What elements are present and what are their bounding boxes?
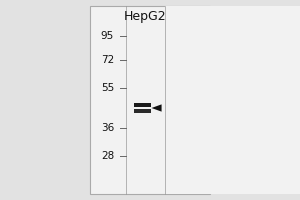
Bar [137,6,139,194]
Text: 72: 72 [101,55,114,65]
Bar [136,6,137,194]
Bar [160,6,161,194]
Bar [149,6,151,194]
Bar [125,6,127,194]
Bar [134,103,151,107]
Bar [128,6,130,194]
Bar [151,6,152,194]
Bar [157,6,158,194]
Text: 55: 55 [101,83,114,93]
Bar [163,6,164,194]
Bar [160,6,161,194]
Bar [133,6,134,194]
Bar [161,6,163,194]
Bar [164,6,166,194]
Bar [142,6,143,194]
Polygon shape [152,104,162,112]
Bar [90,6,210,194]
Bar [139,6,140,194]
Bar [148,6,149,194]
Text: 28: 28 [101,151,114,161]
Bar [154,6,155,194]
Bar [130,6,131,194]
Bar [145,6,146,194]
Bar [155,6,157,194]
Bar [152,6,154,194]
Bar [134,6,136,194]
Bar [127,6,128,194]
Bar [140,6,142,194]
Text: HepG2: HepG2 [124,10,167,23]
Bar [143,6,145,194]
Bar [131,6,133,194]
Text: 95: 95 [101,31,114,41]
Bar [158,6,160,194]
Bar [165,6,300,194]
Text: 36: 36 [101,123,114,133]
Bar [134,109,151,113]
Bar [146,6,148,194]
